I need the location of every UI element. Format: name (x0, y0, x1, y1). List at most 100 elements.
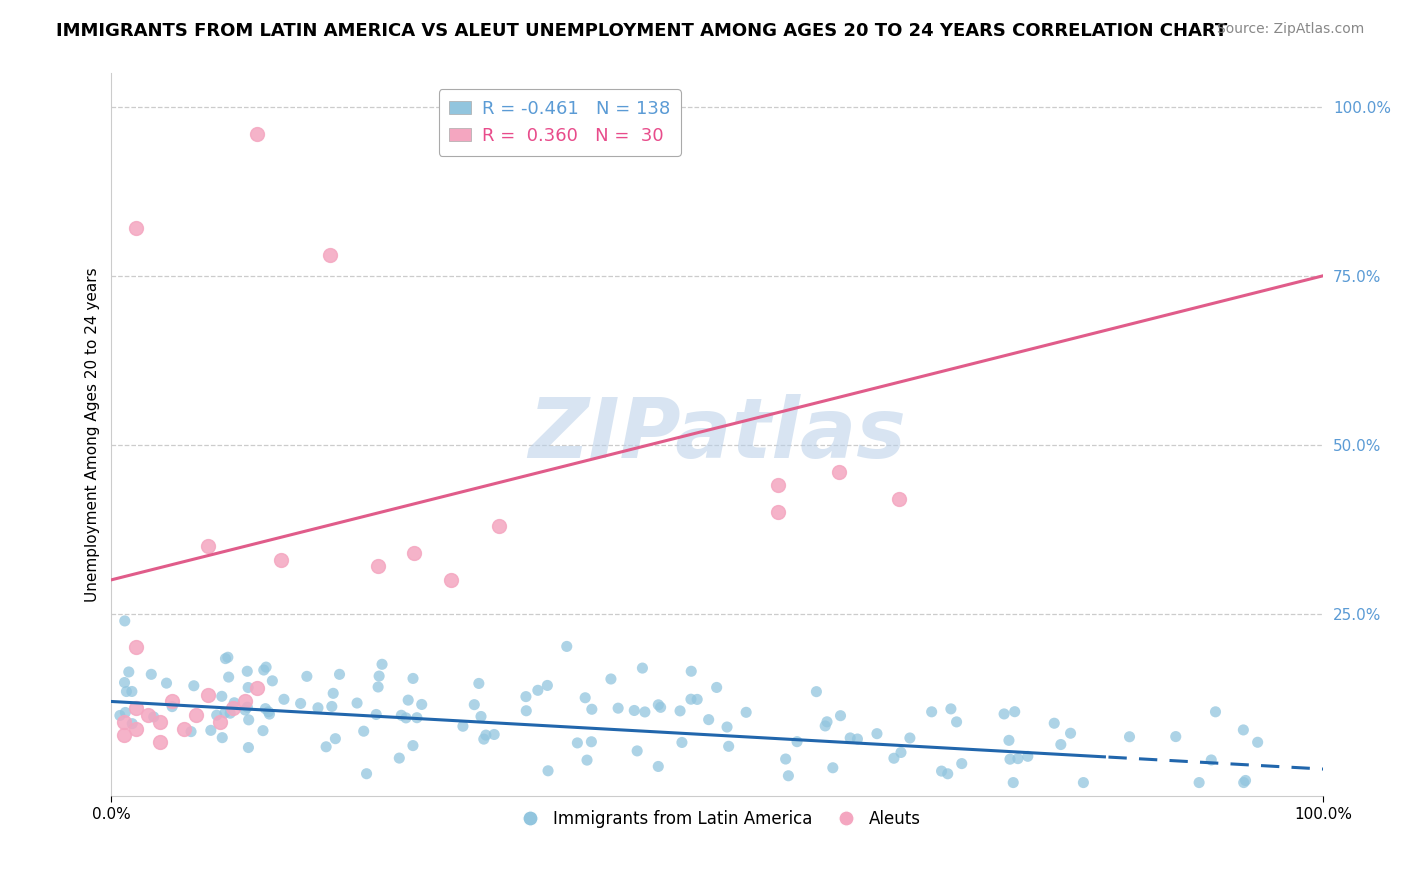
Point (124, 221, 146, 235)
Point (186, 708, 208, 723)
Point (315, 739, 337, 754)
Point (246, 127, 269, 141)
Point (141, 667, 163, 681)
Point (806, 684, 828, 698)
Point (515, 690, 537, 704)
Text: IMMIGRANTS FROM LATIN AMERICA VS ALEUT UNEMPLOYMENT AMONG AGES 20 TO 24 YEARS CO: IMMIGRANTS FROM LATIN AMERICA VS ALEUT U… (56, 22, 1227, 40)
Point (839, 731, 862, 745)
Point (124, 722, 146, 736)
Point (214, 706, 236, 720)
Point (440, 573, 463, 587)
Point (224, 696, 246, 710)
Point (290, 697, 312, 711)
Point (827, 465, 849, 479)
Point (214, 651, 236, 665)
Point (238, 681, 260, 695)
Point (647, 698, 669, 712)
Point (257, 705, 280, 719)
Point (1201, 753, 1223, 767)
Point (142, 710, 165, 724)
Point (463, 698, 485, 712)
Point (254, 660, 277, 674)
Point (468, 676, 491, 690)
Text: ZIPatlas: ZIPatlas (529, 394, 907, 475)
Point (367, 559, 389, 574)
Point (775, 752, 797, 766)
Point (366, 707, 388, 722)
Point (846, 732, 869, 747)
Point (270, 552, 292, 566)
Point (262, 673, 284, 688)
Point (236, 700, 259, 714)
Point (356, 766, 378, 780)
Legend: Immigrants from Latin America, Aleuts: Immigrants from Latin America, Aleuts (506, 804, 928, 835)
Point (221, 701, 243, 715)
Point (814, 719, 837, 733)
Point (1073, 775, 1095, 789)
Point (254, 701, 277, 715)
Point (1188, 775, 1211, 789)
Point (253, 663, 276, 677)
Point (883, 751, 905, 765)
Point (1205, 705, 1227, 719)
Point (631, 661, 654, 675)
Point (581, 702, 603, 716)
Point (389, 708, 412, 723)
Point (238, 713, 260, 727)
Point (197, 688, 219, 702)
Point (259, 707, 281, 722)
Point (328, 667, 350, 681)
Point (898, 731, 921, 745)
Point (395, 711, 418, 725)
Point (295, 669, 318, 683)
Point (887, 491, 910, 506)
Point (650, 700, 672, 714)
Point (998, 752, 1021, 766)
Point (945, 714, 967, 729)
Point (686, 692, 709, 706)
Point (173, 722, 195, 736)
Point (890, 746, 912, 760)
Point (936, 766, 959, 780)
Point (866, 726, 889, 740)
Point (786, 734, 808, 748)
Text: Source: ZipAtlas.com: Source: ZipAtlas.com (1216, 22, 1364, 37)
Point (121, 716, 143, 731)
Point (939, 702, 962, 716)
Point (475, 728, 498, 742)
Point (346, 696, 368, 710)
Point (950, 756, 973, 771)
Point (679, 692, 702, 706)
Point (717, 739, 740, 754)
Point (482, 727, 505, 741)
Point (515, 704, 537, 718)
Point (998, 733, 1021, 747)
Point (1059, 726, 1081, 740)
Point (1234, 773, 1257, 788)
Point (233, 703, 256, 717)
Point (211, 731, 233, 745)
Point (402, 739, 425, 753)
Point (217, 650, 239, 665)
Point (114, 675, 136, 690)
Point (735, 706, 758, 720)
Point (318, 248, 340, 262)
Point (112, 728, 135, 742)
Point (931, 764, 953, 778)
Point (576, 753, 599, 767)
Point (647, 759, 669, 773)
Point (821, 761, 844, 775)
Point (388, 751, 411, 765)
Point (112, 714, 135, 729)
Point (815, 714, 838, 729)
Point (118, 665, 141, 679)
Point (406, 711, 429, 725)
Point (1017, 749, 1039, 764)
Point (197, 539, 219, 553)
Point (121, 684, 143, 698)
Point (581, 735, 603, 749)
Point (451, 719, 474, 733)
Point (273, 692, 295, 706)
Point (322, 686, 344, 700)
Point (252, 723, 274, 738)
